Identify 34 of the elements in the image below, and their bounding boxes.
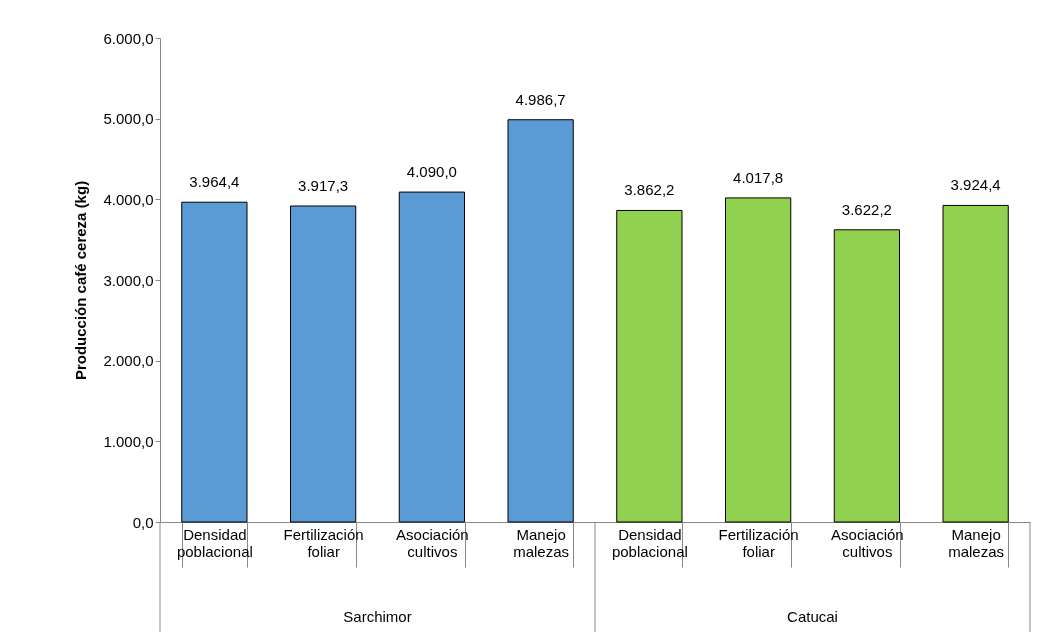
data-label: 3.964,4 bbox=[189, 173, 240, 191]
bar bbox=[833, 229, 900, 523]
bar bbox=[507, 119, 574, 523]
data-label: 4.986,7 bbox=[515, 90, 566, 108]
x-tick-label: Densidad poblacional bbox=[611, 525, 688, 560]
x-tick-label: Manejo malezas bbox=[513, 525, 570, 560]
data-label: 3.917,3 bbox=[298, 177, 349, 194]
text: Sarchimor bbox=[343, 608, 412, 625]
y-tick-label: 4.000,0 bbox=[103, 190, 154, 208]
y-tick-label: 6.000,0 bbox=[103, 29, 154, 47]
text: Catucai bbox=[787, 608, 838, 625]
data-label: 3.862,2 bbox=[624, 181, 675, 199]
y-tick-label: 2.000,0 bbox=[103, 352, 154, 370]
y-tick-label: 3.000,0 bbox=[103, 271, 154, 289]
y-tick-label: 5.000,0 bbox=[103, 110, 154, 128]
x-tick-label: Fertilización foliar bbox=[283, 525, 364, 560]
x-tick-label: Fertilización foliar bbox=[718, 525, 799, 560]
data-label: 4.017,8 bbox=[733, 168, 784, 186]
bar bbox=[616, 209, 683, 523]
y-tick-label: 0,0 bbox=[132, 513, 154, 531]
bar bbox=[398, 191, 465, 523]
bar bbox=[290, 205, 357, 523]
x-tick-label: Asociación cultivos bbox=[831, 525, 904, 560]
bar bbox=[181, 201, 248, 523]
data-label: 4.090,0 bbox=[406, 163, 457, 181]
x-tick-label: Asociación cultivos bbox=[396, 525, 469, 560]
y-axis-title: Producción café cereza (kg) bbox=[72, 180, 90, 381]
data-label: 3.924,4 bbox=[950, 176, 1001, 194]
data-label: 3.622,2 bbox=[841, 200, 892, 218]
bar bbox=[942, 204, 1009, 523]
x-tick-label: Densidad poblacional bbox=[176, 525, 253, 560]
y-tick-label: 1.000,0 bbox=[103, 432, 154, 450]
x-tick-label: Manejo malezas bbox=[948, 525, 1005, 560]
bar bbox=[725, 197, 792, 523]
